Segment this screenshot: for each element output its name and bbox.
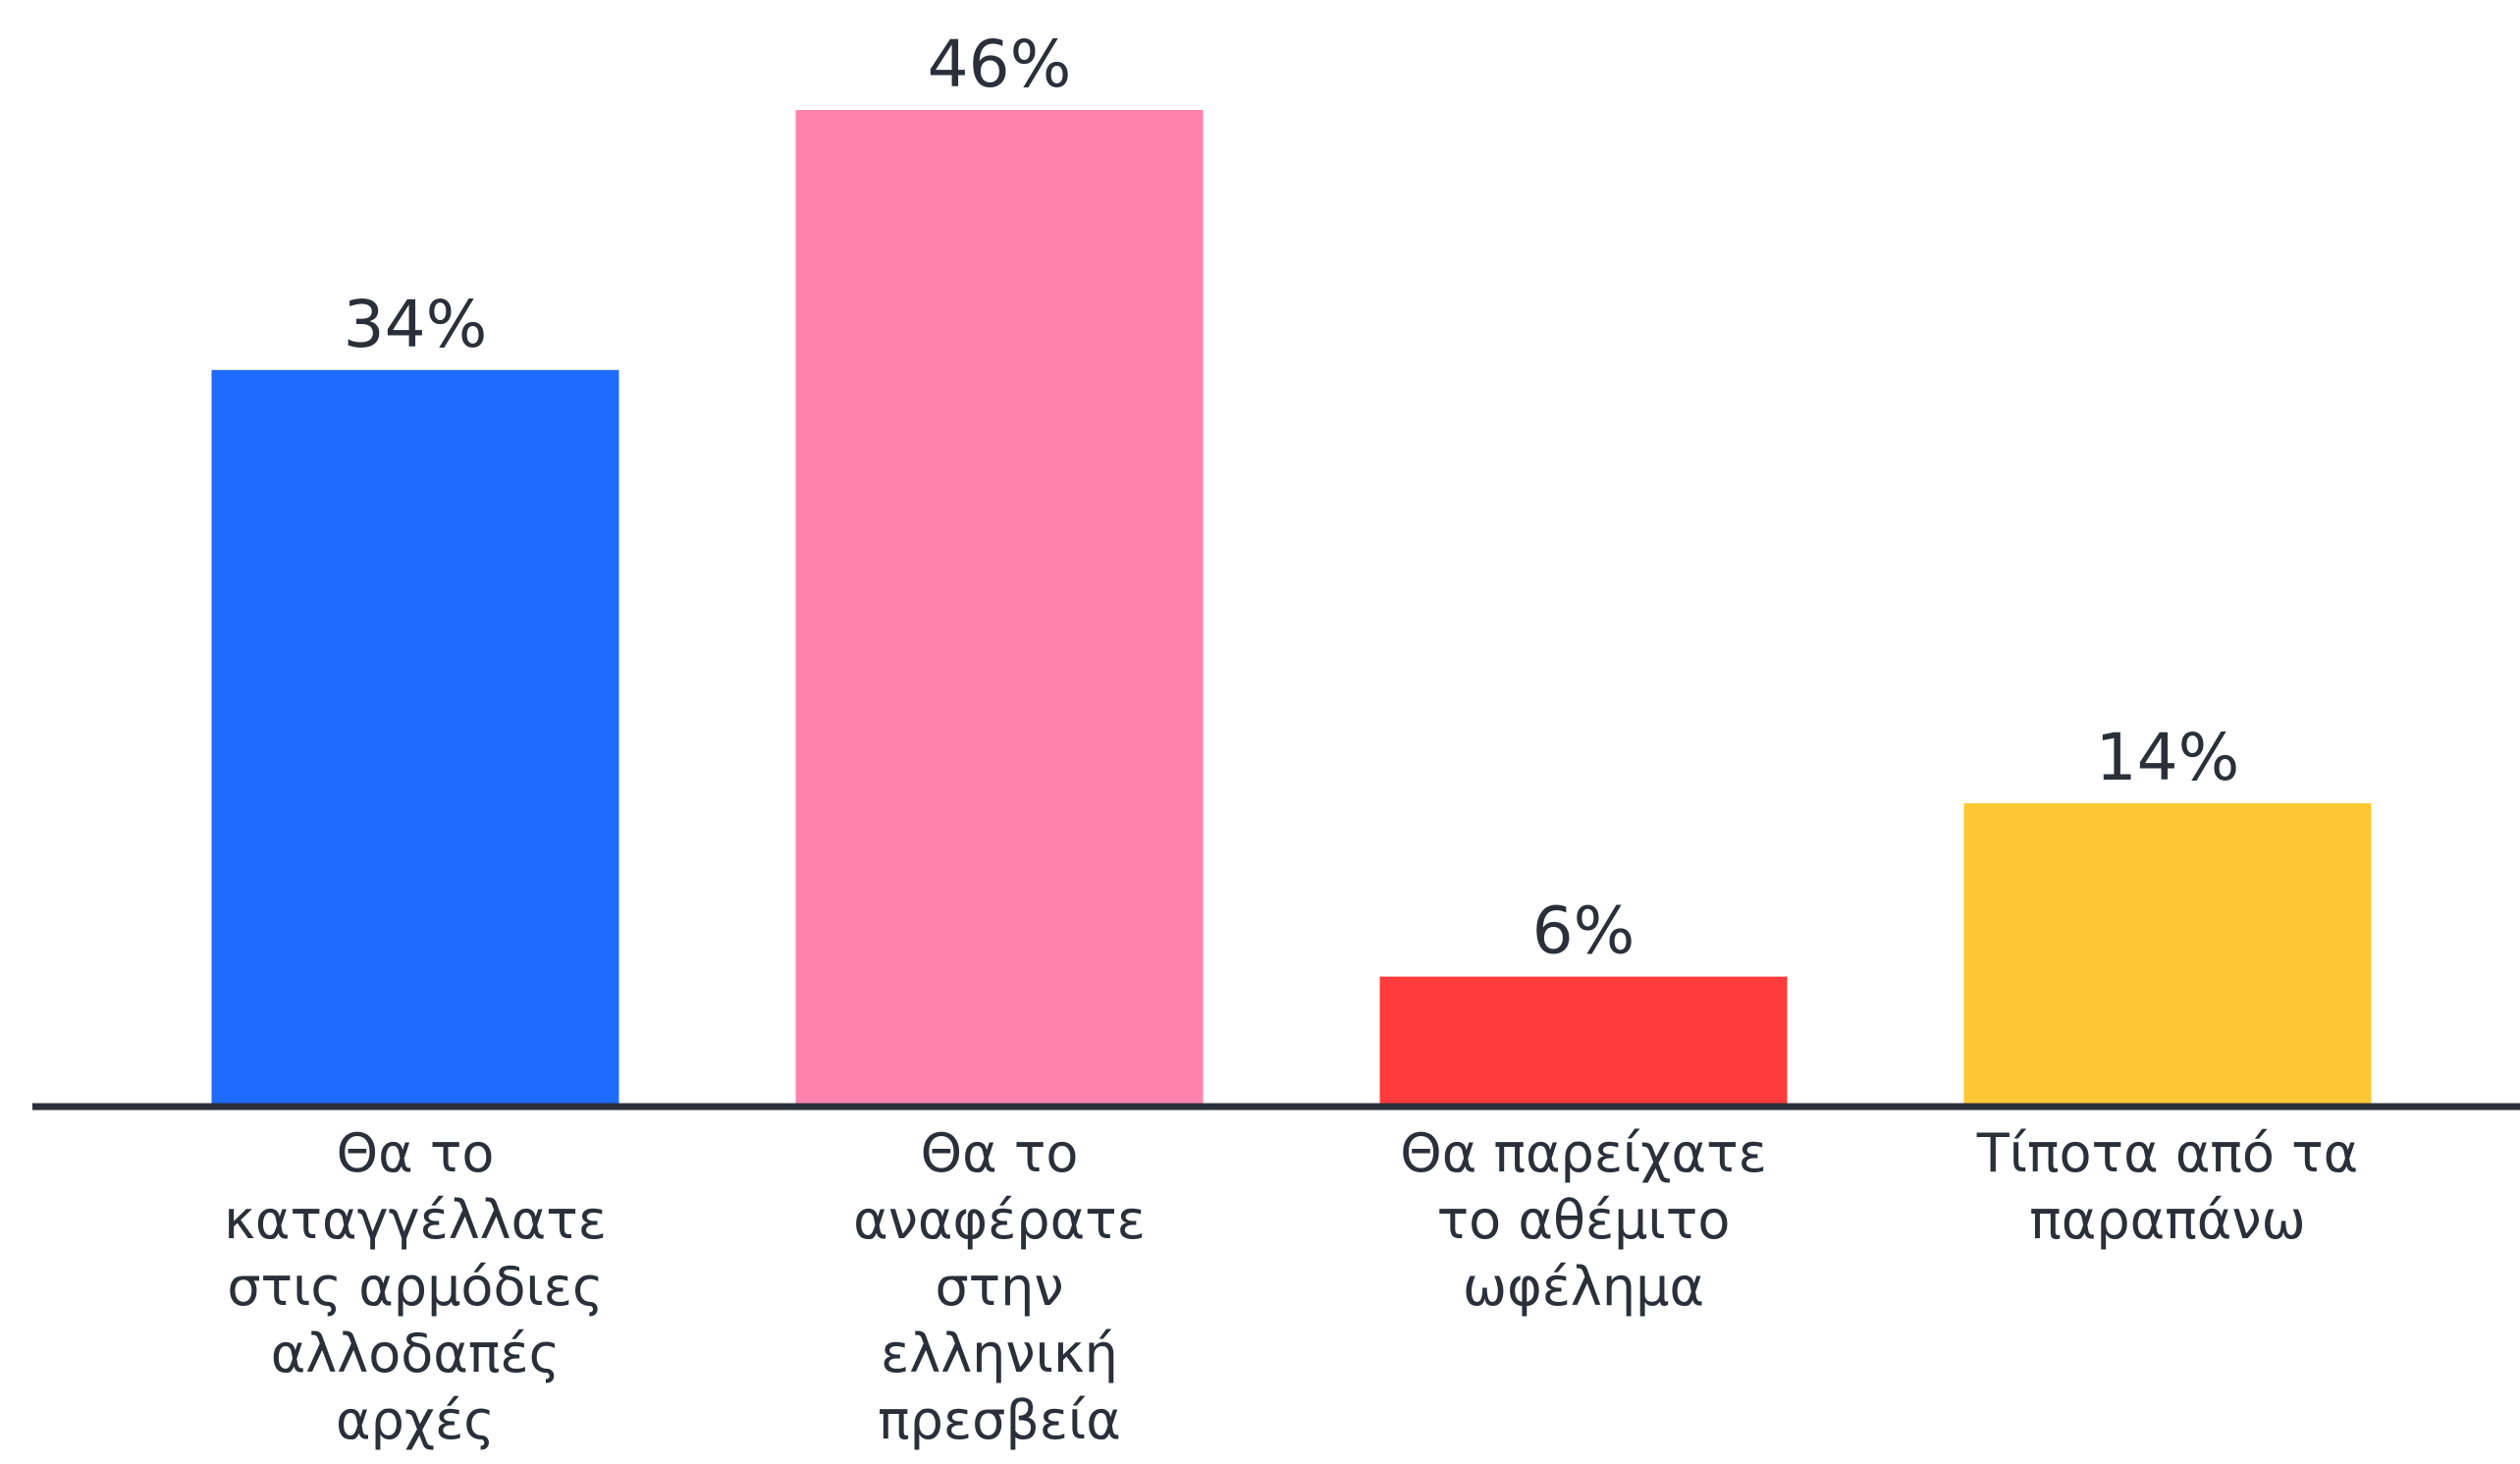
category-label-3-line-3: ωφέλημα [1463,1256,1704,1318]
category-label-4-line-1: Τίποτα από τα [1976,1122,2359,1184]
bar-4 [1963,803,2372,1107]
category-labels-layer: Θα το καταγγέλλατε στις αρμόδιες αλλοδαπές α… [224,1122,2358,1451]
category-label-1-line-2: καταγγέλλατε [224,1189,607,1251]
value-label-1: 34% [344,287,488,362]
category-label-2-line-5: πρεσβεία [878,1389,1121,1451]
value-label-4: 14% [2096,720,2240,795]
category-label-3-line-2: το αθέμιτο [1437,1189,1731,1251]
bar-1 [211,369,619,1108]
category-label-1-line-3: στις αρμόδιες [227,1256,603,1318]
value-label-2: 46% [928,27,1072,102]
category-label-2-line-1: Θα το [921,1122,1079,1184]
value-label-3: 6% [1532,894,1635,969]
value-labels-layer: 34% 46% 6% 14% [344,27,2240,969]
category-label-1-line-4: αλλοδαπές [271,1323,561,1384]
category-label-1-line-5: αρχές [336,1389,495,1451]
bars-layer [211,110,2372,1108]
category-label-4-line-2: παραπάνω [2029,1189,2305,1251]
bar-2 [795,110,1204,1107]
category-label-2-line-4: ελληνική [881,1323,1118,1384]
category-label-4: Τίποτα από τα παραπάνω [1976,1122,2359,1251]
bar-3 [1379,976,1788,1107]
category-label-3: Θα παρείχατε το αθέμιτο ωφέλημα [1400,1122,1767,1318]
category-label-3-line-1: Θα παρείχατε [1400,1122,1767,1184]
category-label-2-line-2: αναφέρατε [853,1189,1146,1251]
category-label-2-line-3: στην [935,1256,1063,1318]
category-label-1-line-1: Θα το [337,1122,495,1184]
category-label-1: Θα το καταγγέλλατε στις αρμόδιες αλλοδαπές α… [224,1122,607,1451]
category-label-2: Θα το αναφέρατε στην ελληνική πρεσβεία [853,1122,1146,1451]
